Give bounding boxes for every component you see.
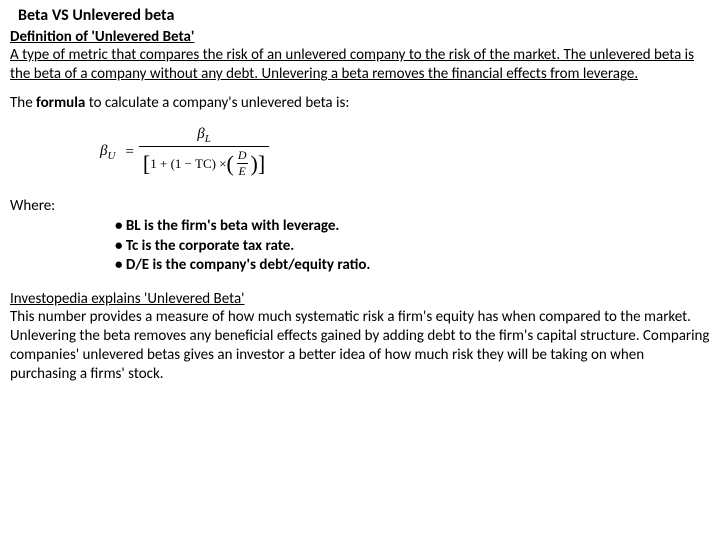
beta-u-sub: U [107,150,115,162]
definition-text: A type of metric that compares the risk … [10,46,710,84]
right-bracket: ] [258,153,265,175]
numerator: βL [189,126,219,146]
main-fraction: βL [ 1 + (1 − TC) × ( D E ) ] [139,126,269,179]
definition-heading: Definition of 'Unlevered Beta' [10,28,710,46]
denom-part1: 1 + (1 − T [150,156,203,172]
explain-heading: Investopedia explains 'Unlevered Beta' [10,290,710,308]
bullet-list: BL is the firm's beta with leverage. Tc … [10,217,710,276]
right-paren: ) [251,153,258,175]
left-paren: ( [227,153,234,175]
num-beta: β [197,126,204,142]
formula: βU = βL [ 1 + (1 − TC) × ( D E ) ] [100,126,269,179]
formula-intro-bold: formula [36,94,85,112]
bullet-item: BL is the firm's beta with leverage. [115,217,710,237]
de-num: D [236,148,249,163]
equals-sign: = [125,144,133,161]
left-bracket: [ [143,153,150,175]
formula-intro-suffix: to calculate a company's unlevered beta … [85,94,349,112]
page-title: Beta VS Unlevered beta [10,6,710,25]
formula-intro-prefix: The [10,94,36,112]
bullet-item: Tc is the corporate tax rate. [115,237,710,257]
formula-container: βU = βL [ 1 + (1 − TC) × ( D E ) ] [10,126,710,179]
explain-text: This number provides a measure of how mu… [10,308,710,385]
beta-u-symbol: βU [100,143,115,162]
de-denom: E [237,163,248,179]
denominator: [ 1 + (1 − TC) × ( D E ) ] [139,146,269,179]
num-beta-sub: L [205,133,211,145]
de-fraction: D E [236,148,249,179]
bullet-item: D/E is the company's debt/equity ratio. [115,256,710,276]
tc-sub: C [203,156,212,172]
denom-part2: ) × [212,156,227,172]
formula-intro: The formula to calculate a company's unl… [10,94,710,112]
where-label: Where: [10,197,710,215]
